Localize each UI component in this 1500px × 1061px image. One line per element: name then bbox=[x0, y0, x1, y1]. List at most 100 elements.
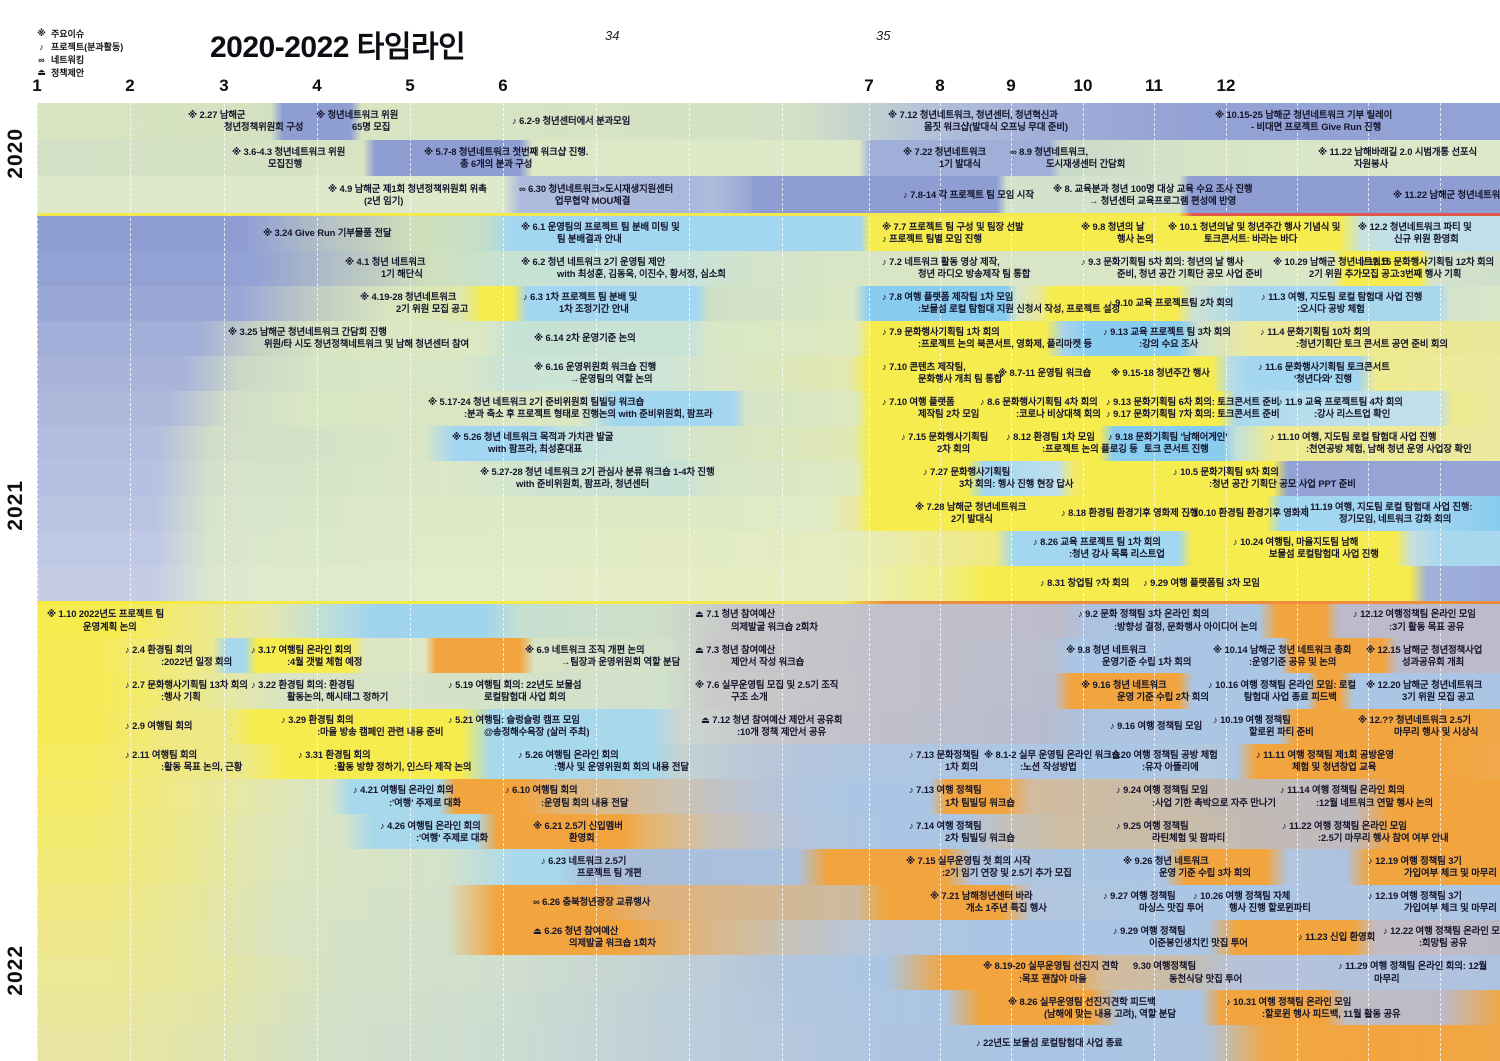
month-gridline bbox=[224, 103, 225, 1061]
timeline-event: ♪ 8.26 교육 프로젝트 팀 1차 회의 :청년 강사 목록 리스트업 bbox=[1033, 531, 1165, 566]
timeline-event-text: ※ 5.26 청년 네트워크 목적과 가치관 발굴 with 팜프라, 최성훈대… bbox=[452, 430, 614, 454]
timeline-event-text: ※ 9.8 청년의 날 행사 논의 bbox=[1081, 220, 1154, 244]
page-title: 2020-2022 타임라인 bbox=[210, 31, 466, 64]
timeline-event-text: ♪ 7.14 여행 정책팀 2차 팀빌딩 워크숍 bbox=[909, 819, 1015, 843]
section-divider bbox=[37, 213, 1500, 216]
timeline-event: ⏏ 6.26 청년 참여예산 의제발굴 워크숍 1회차 bbox=[533, 920, 656, 955]
timeline-event: ♪ 7.13 여행 정책팀 1차 팀빌딩 워크숍 bbox=[909, 779, 1015, 814]
timeline-event-text: ♪ 9.10 교육 프로젝트팀 2차 회의 bbox=[1108, 296, 1234, 308]
page-number-left: 34 bbox=[605, 28, 620, 43]
timeline-event-text: ※ 9.16 청년 네트워크 운영 기준 수립 2차 회의 bbox=[1081, 678, 1209, 702]
timeline-event-text: ♪ 6.23 네트워크 2.5기 프로젝트 팀 개편 bbox=[541, 854, 642, 878]
timeline-event: ※ 4.1 청년 네트워크 1기 해단식 bbox=[345, 251, 426, 286]
month-gridline bbox=[130, 103, 131, 1061]
month-gridline bbox=[410, 103, 411, 1061]
timeline-event-text: ∞ 6.26 충북청년광장 교류행사 bbox=[533, 896, 651, 908]
timeline-event: ♪ 7.10 콘텐츠 제작팀, 문화행사 개최 팀 통합 bbox=[882, 356, 1002, 391]
timeline-event-text: ♪ 12.15 문화행사기획팀 12차 회의 :3번째 행사 기획 bbox=[1361, 255, 1495, 279]
timeline-row bbox=[37, 743, 1500, 780]
timeline-event-text: ♪ 6.3 1차 프로젝트 팀 분배 및 1차 조정기간 안내 bbox=[523, 290, 638, 314]
timeline-event-text: ※ 8.1-2 실무 운영팀 온라인 워크숍 :노션 작성방법 bbox=[984, 749, 1121, 773]
timeline-event-text: ♪ 9.13 문화기획팀 6차 회의: 토크콘서트 준비 ♪ 9.17 문화기획… bbox=[1106, 395, 1280, 419]
month-label: 7 bbox=[864, 76, 874, 95]
timeline-event-text: ♪ 11.29 여행 정책팀 온라인 회의: 12월 마무리 bbox=[1338, 960, 1488, 984]
timeline-event: ♪ 4.26 여행팀 온라인 회의 :'여행' 주제로 대화 bbox=[380, 814, 488, 849]
timeline-event: ※ 7.7 프로젝트 팀 구성 및 팀장 선발 ♪ 프로젝트 팀별 모임 진행 bbox=[882, 216, 1024, 251]
timeline-event: ※ 6.16 운영위원회 워크숍 진행 →운영팀의 역할 논의 bbox=[534, 356, 656, 391]
timeline-event: ♪ 8.6 문화행사기획팀 4차 회의 :코로나 비상대책 회의 bbox=[980, 391, 1101, 426]
timeline-event-text: ⏏ 7.3 청년 참여예산 제안서 작성 워크숍 bbox=[695, 643, 805, 667]
timeline-row bbox=[37, 603, 1500, 639]
timeline-event: ※ 3.24 Give Run 기부물품 전달 bbox=[263, 216, 391, 251]
timeline-event: ※ 1.10 2022년도 프로젝트 팀 운영계획 논의 bbox=[47, 603, 164, 638]
timeline-event: ♪ 6.23 네트워크 2.5기 프로젝트 팀 개편 bbox=[541, 849, 642, 884]
timeline-event: ♪ 11.10 여행, 지도팀 로컬 탐험대 사업 진행 :천연공방 체험, 남… bbox=[1270, 426, 1472, 461]
timeline-event: ※ 7.12 청년네트워크, 청년센터, 청년혁신과 몸짓 워크샵(발대식 오프… bbox=[888, 103, 1068, 140]
timeline-row bbox=[37, 565, 1500, 602]
timeline-event: ♪ 11.6 문화행사기획팀 토크콘서트 '청년다와' 진행 bbox=[1258, 356, 1390, 391]
timeline-event: ♪ 11.14 여행 정책팀 온라인 회의 :12월 네트워크 연말 행사 논의 bbox=[1280, 779, 1433, 814]
timeline-event-text: ♪ 8.18 환경팀 환경기후 영화제 진행 bbox=[1061, 506, 1199, 518]
timeline-event-text: ※ 12.15 남해군 청년정책사업 성과공유회 개최 bbox=[1366, 643, 1483, 667]
month-gridline bbox=[1297, 103, 1298, 1061]
timeline-row bbox=[37, 320, 1500, 357]
timeline-event: ※ 2.27 남해군 청년정책위원회 구성 bbox=[188, 103, 303, 140]
timeline-event: ♪ 11.29 여행 정책팀 온라인 회의: 12월 마무리 bbox=[1338, 955, 1487, 990]
timeline-event: ♪ 9.25 여행 정책팀 라틴체험 및 팜파티 bbox=[1116, 814, 1225, 849]
timeline-event-text: ※ 10.29 남해군 청년네트워크 2기 위원 추가모집 공고 bbox=[1273, 255, 1399, 279]
timeline-event-text: ※ 6.2 청년 네트워크 2기 운영팀 제안 with 최성훈, 김동욱, 이… bbox=[521, 255, 726, 279]
timeline-event-text: ※ 12.2 청년네트워크 파티 및 신규 위원 환영회 bbox=[1358, 220, 1472, 244]
timeline-event: ※ 3.6-4.3 청년네트워크 위원 모집진행 bbox=[232, 140, 345, 177]
timeline-event-text: ♪ 11.22 여행 정책팀 온라인 모임 :2.5기 마무리 행사 참여 여부… bbox=[1282, 819, 1449, 843]
timeline-event-text: 9.30 여행정책팀 동천식당 맛집 투어 bbox=[1133, 960, 1243, 984]
legend-label: 네트워킹 bbox=[51, 55, 85, 65]
timeline-row bbox=[37, 779, 1500, 815]
month-gridline bbox=[940, 103, 941, 1061]
timeline-event-text: ♪ 5.21 여행팀: 슬렁슬렁 캠프 모임 @송정해수욕장 (살러 주최) bbox=[448, 713, 590, 738]
month-label: 4 bbox=[312, 76, 322, 95]
timeline-row bbox=[37, 425, 1500, 462]
timeline-event-text: ♪ 9.2 문화 정책팀 3차 온라인 회의 :방향성 결정, 문화행사 아이디… bbox=[1078, 608, 1258, 632]
timeline-event: ♪ 10.10 환경팀 환경기후 영화제 bbox=[1186, 496, 1309, 531]
timeline-event-text: ♪ 9.25 여행 정책팀 라틴체험 및 팜파티 bbox=[1116, 819, 1226, 843]
timeline-event: ♪ 3.17 여행팀 온라인 회의 :4월 갯벌 체험 예정 bbox=[251, 638, 362, 673]
month-gridline bbox=[596, 103, 597, 1061]
timeline-event-text: ♪ 10.31 여행 정책팀 온라인 모임 :할로윈 행사 피드백, 11월 활… bbox=[1226, 995, 1401, 1019]
timeline-event-text: ♪ 11.14 여행 정책팀 온라인 회의 :12월 네트워크 연말 행사 논의 bbox=[1280, 784, 1434, 808]
timeline-event: ♪ 5.21 여행팀: 슬렁슬렁 캠프 모임 @송정해수욕장 (살러 주최) bbox=[448, 709, 589, 744]
timeline-event-text: ♪ 9.24 여행 정책팀 모임 :사업 기한 촉박으로 자주 만나기 bbox=[1116, 784, 1276, 808]
timeline-event: ※ 9.26 청년 네트워크 운영 기준 수립 3차 회의 bbox=[1123, 849, 1251, 884]
timeline-event: ♪ 11.23 신입 환영회 bbox=[1298, 920, 1375, 955]
timeline-event: ♪ 3.29 환경팀 회의 :마을 방송 캠페인 관련 내용 준비 bbox=[281, 709, 443, 744]
timeline-event-text: ♪ 9.20 여행 정책팀 공방 체험 :유자 아뜰리에 bbox=[1106, 749, 1218, 773]
timeline-event: ♪ 5.19 여행팀 회의: 22년도 보물섬 로컬탐험대 사업 회의 bbox=[448, 673, 582, 708]
timeline-event-text: ♪ 7.8-14 각 프로젝트 팀 모임 시작 bbox=[903, 188, 1034, 200]
month-gridline bbox=[317, 103, 318, 1061]
timeline-event: ♪ 22년도 보물섬 로컬탐험대 사업 종료 bbox=[976, 1025, 1123, 1060]
timeline-event-text: ※ 8.19-20 실무운영팀 선진지 견학 :목포 괜찮아 마을 bbox=[983, 960, 1119, 984]
timeline-event-text: ♪ 22년도 보물섬 로컬탐험대 사업 종료 bbox=[976, 1036, 1123, 1048]
timeline-event-text: ♪ 7.10 콘텐츠 제작팀, 문화행사 개최 팀 통합 bbox=[882, 360, 1003, 384]
timeline-row bbox=[37, 139, 1500, 177]
month-label: 1 bbox=[32, 76, 42, 95]
timeline-event-text: ♪ 9.18 문화기획팀 '남해어게인' 토크 콘서트 진행 bbox=[1108, 430, 1228, 454]
timeline-event-text: ♪ 11.19 여행, 지도팀 로컬 탐험대 사업 진행: 정기모임, 네트워크… bbox=[1303, 500, 1473, 524]
timeline-row bbox=[37, 530, 1500, 567]
timeline-event-text: ※ 6.9 네트워크 조직 개편 논의 →팀장과 운영위원회 역할 분담 bbox=[525, 643, 681, 667]
month-label: 5 bbox=[405, 76, 415, 95]
timeline-event: ♪ 7.13 문화정책팀 1차 회의 bbox=[909, 744, 979, 779]
timeline-event-text: ※ 7.6 실무운영팀 모집 및 2.5기 조직 구조 소개 bbox=[695, 678, 839, 702]
timeline-event: ⏏ 7.12 청년 참여예산 제안서 공유회 :10개 정책 제안서 공유 bbox=[701, 709, 843, 744]
month-label: 6 bbox=[498, 76, 508, 95]
timeline-event-text: ※ 8.7-11 운영팀 워크숍 bbox=[998, 366, 1092, 378]
timeline-event: ♪ 9.27 여행 정책팀 마싱스 맛집 투어 bbox=[1103, 885, 1204, 920]
timeline-event-text: ♪ 7.8 여행 플랫폼 제작팀 1차 모임 :보물섬 로컬 탐험대 지원 신청… bbox=[882, 290, 1121, 314]
timeline-event-text: ♪ 7.13 문화정책팀 1차 회의 bbox=[909, 749, 980, 773]
month-gridline bbox=[1154, 103, 1155, 1061]
timeline-event: ※ 7.21 남해청년센터 바라 개소 1주년 특집 행사 bbox=[930, 885, 1047, 920]
timeline-event-text: ※ 10.1 청년의날 및 청년주간 행사 기념식 및 토크콘서트: 바라는 바… bbox=[1168, 220, 1341, 244]
timeline-event: ※ 8.1-2 실무 운영팀 온라인 워크숍 :노션 작성방법 bbox=[984, 744, 1120, 779]
timeline-event: ⏏ 7.1 청년 참여예산 의제발굴 워크숍 2회차 bbox=[695, 603, 818, 638]
legend-label: 정책제안 bbox=[51, 68, 85, 78]
